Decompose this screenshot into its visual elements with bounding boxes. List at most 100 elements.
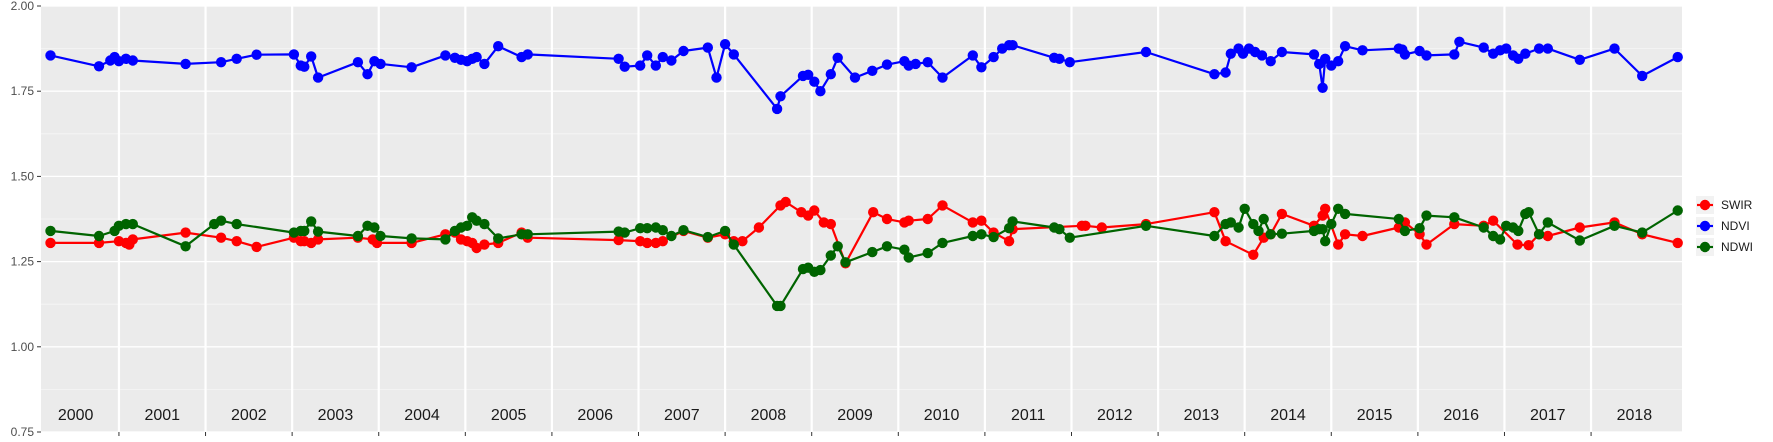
legend-key-point [1699, 220, 1711, 232]
data-point-ndwi [45, 225, 56, 237]
data-point-ndvi [1454, 36, 1465, 47]
data-point-swir [231, 236, 242, 247]
data-point-ndwi [299, 225, 310, 237]
data-point-ndvi [1007, 40, 1018, 51]
data-point-ndwi [825, 250, 836, 261]
data-point-ndwi [231, 218, 242, 230]
data-point-ndwi [840, 257, 851, 268]
year-label: 2005 [491, 407, 527, 424]
data-point-ndvi [803, 69, 814, 81]
y-tick-label: 1.50 [11, 169, 35, 183]
year-label: 2017 [1530, 407, 1566, 424]
data-point-ndvi [299, 61, 310, 72]
data-point-ndwi [903, 252, 914, 263]
data-point-ndvi [771, 103, 783, 115]
data-point-swir [613, 234, 624, 246]
year-label: 2013 [1184, 407, 1220, 424]
data-point-swir [1421, 239, 1432, 250]
data-point-ndvi [642, 50, 653, 61]
data-point-ndwi [312, 226, 324, 237]
data-point-swir [1672, 237, 1683, 249]
data-point-ndvi [471, 51, 482, 63]
data-point-swir [737, 236, 748, 247]
data-point-ndwi [306, 216, 317, 227]
data-point-ndvi [251, 49, 262, 60]
data-point-swir [1320, 203, 1331, 214]
data-point-ndwi [719, 225, 731, 237]
data-point-ndwi [1672, 205, 1683, 216]
data-point-swir [127, 234, 138, 245]
data-point-ndwi [899, 244, 910, 255]
legend: SWIR NDVI NDWI [1696, 196, 1753, 256]
data-point-ndvi [1317, 82, 1328, 94]
data-point-ndvi [362, 69, 373, 80]
data-point-ndwi [1007, 216, 1018, 227]
data-point-ndwi [1478, 222, 1489, 233]
data-point-ndwi [1449, 212, 1460, 223]
data-point-ndwi [881, 241, 893, 252]
data-point-ndwi [1276, 228, 1288, 239]
year-label: 2004 [404, 407, 440, 424]
data-point-ndvi [967, 50, 978, 61]
data-point-swir [1209, 207, 1220, 218]
data-point-ndvi [375, 58, 386, 70]
data-point-swir [251, 241, 262, 253]
data-point-ndwi [1399, 225, 1411, 237]
data-point-ndvi [1339, 41, 1351, 52]
data-point-ndvi [976, 62, 987, 73]
data-point-ndvi [1609, 43, 1620, 54]
data-point-swir [967, 217, 978, 228]
data-point-ndwi [522, 229, 533, 240]
y-tick-label: 1.00 [11, 340, 35, 354]
year-label: 2012 [1097, 407, 1133, 424]
data-point-swir [881, 213, 893, 225]
data-point-ndvi [1399, 49, 1411, 60]
data-point-ndvi [1478, 42, 1489, 53]
data-point-ndwi [406, 233, 417, 244]
data-point-swir [1523, 240, 1534, 251]
legend-label: NDVI [1721, 219, 1750, 233]
series-layer [45, 36, 1683, 312]
data-point-ndvi [522, 49, 533, 60]
data-point-ndvi [728, 49, 739, 60]
data-point-ndwi [1414, 223, 1425, 234]
year-label: 2007 [664, 407, 700, 424]
data-point-swir [825, 218, 836, 230]
data-point-ndvi [312, 72, 324, 83]
data-point-swir [1333, 239, 1344, 250]
data-point-swir [471, 242, 482, 254]
y-tick-label: 1.25 [11, 255, 35, 269]
data-point-ndvi [867, 65, 878, 77]
data-point-ndvi [406, 62, 417, 73]
data-point-swir [976, 215, 987, 226]
data-point-swir [1080, 220, 1091, 231]
data-point-ndwi [1265, 229, 1276, 240]
data-point-ndwi [127, 218, 138, 230]
y-axis: 0.75 1.00 1.25 1.50 1.75 2.00 [11, 0, 41, 439]
legend-label: SWIR [1721, 198, 1753, 212]
data-point-ndvi [1637, 70, 1648, 82]
data-point-ndwi [369, 222, 380, 233]
data-point-ndvi [1501, 43, 1512, 54]
data-point-ndvi [678, 45, 689, 57]
data-point-ndvi [922, 57, 933, 68]
data-point-ndwi [922, 247, 933, 259]
data-point-ndvi [815, 86, 826, 97]
data-point-ndwi [479, 218, 490, 230]
data-point-ndvi [1449, 49, 1460, 60]
data-point-ndvi [1265, 56, 1276, 67]
data-point-ndwi [867, 246, 878, 258]
data-point-swir [479, 239, 490, 250]
data-point-ndvi [613, 53, 624, 64]
data-point-ndwi [988, 231, 999, 243]
data-point-ndwi [678, 225, 689, 236]
data-point-ndwi [619, 227, 630, 238]
data-point-ndvi [1533, 43, 1545, 54]
data-point-ndwi [440, 234, 451, 245]
data-point-ndvi [1054, 53, 1065, 64]
data-point-ndvi [1421, 50, 1432, 61]
year-label: 2006 [577, 407, 613, 424]
data-point-ndvi [1064, 57, 1076, 68]
data-point-ndvi [1220, 67, 1231, 78]
data-point-ndwi [967, 230, 978, 242]
